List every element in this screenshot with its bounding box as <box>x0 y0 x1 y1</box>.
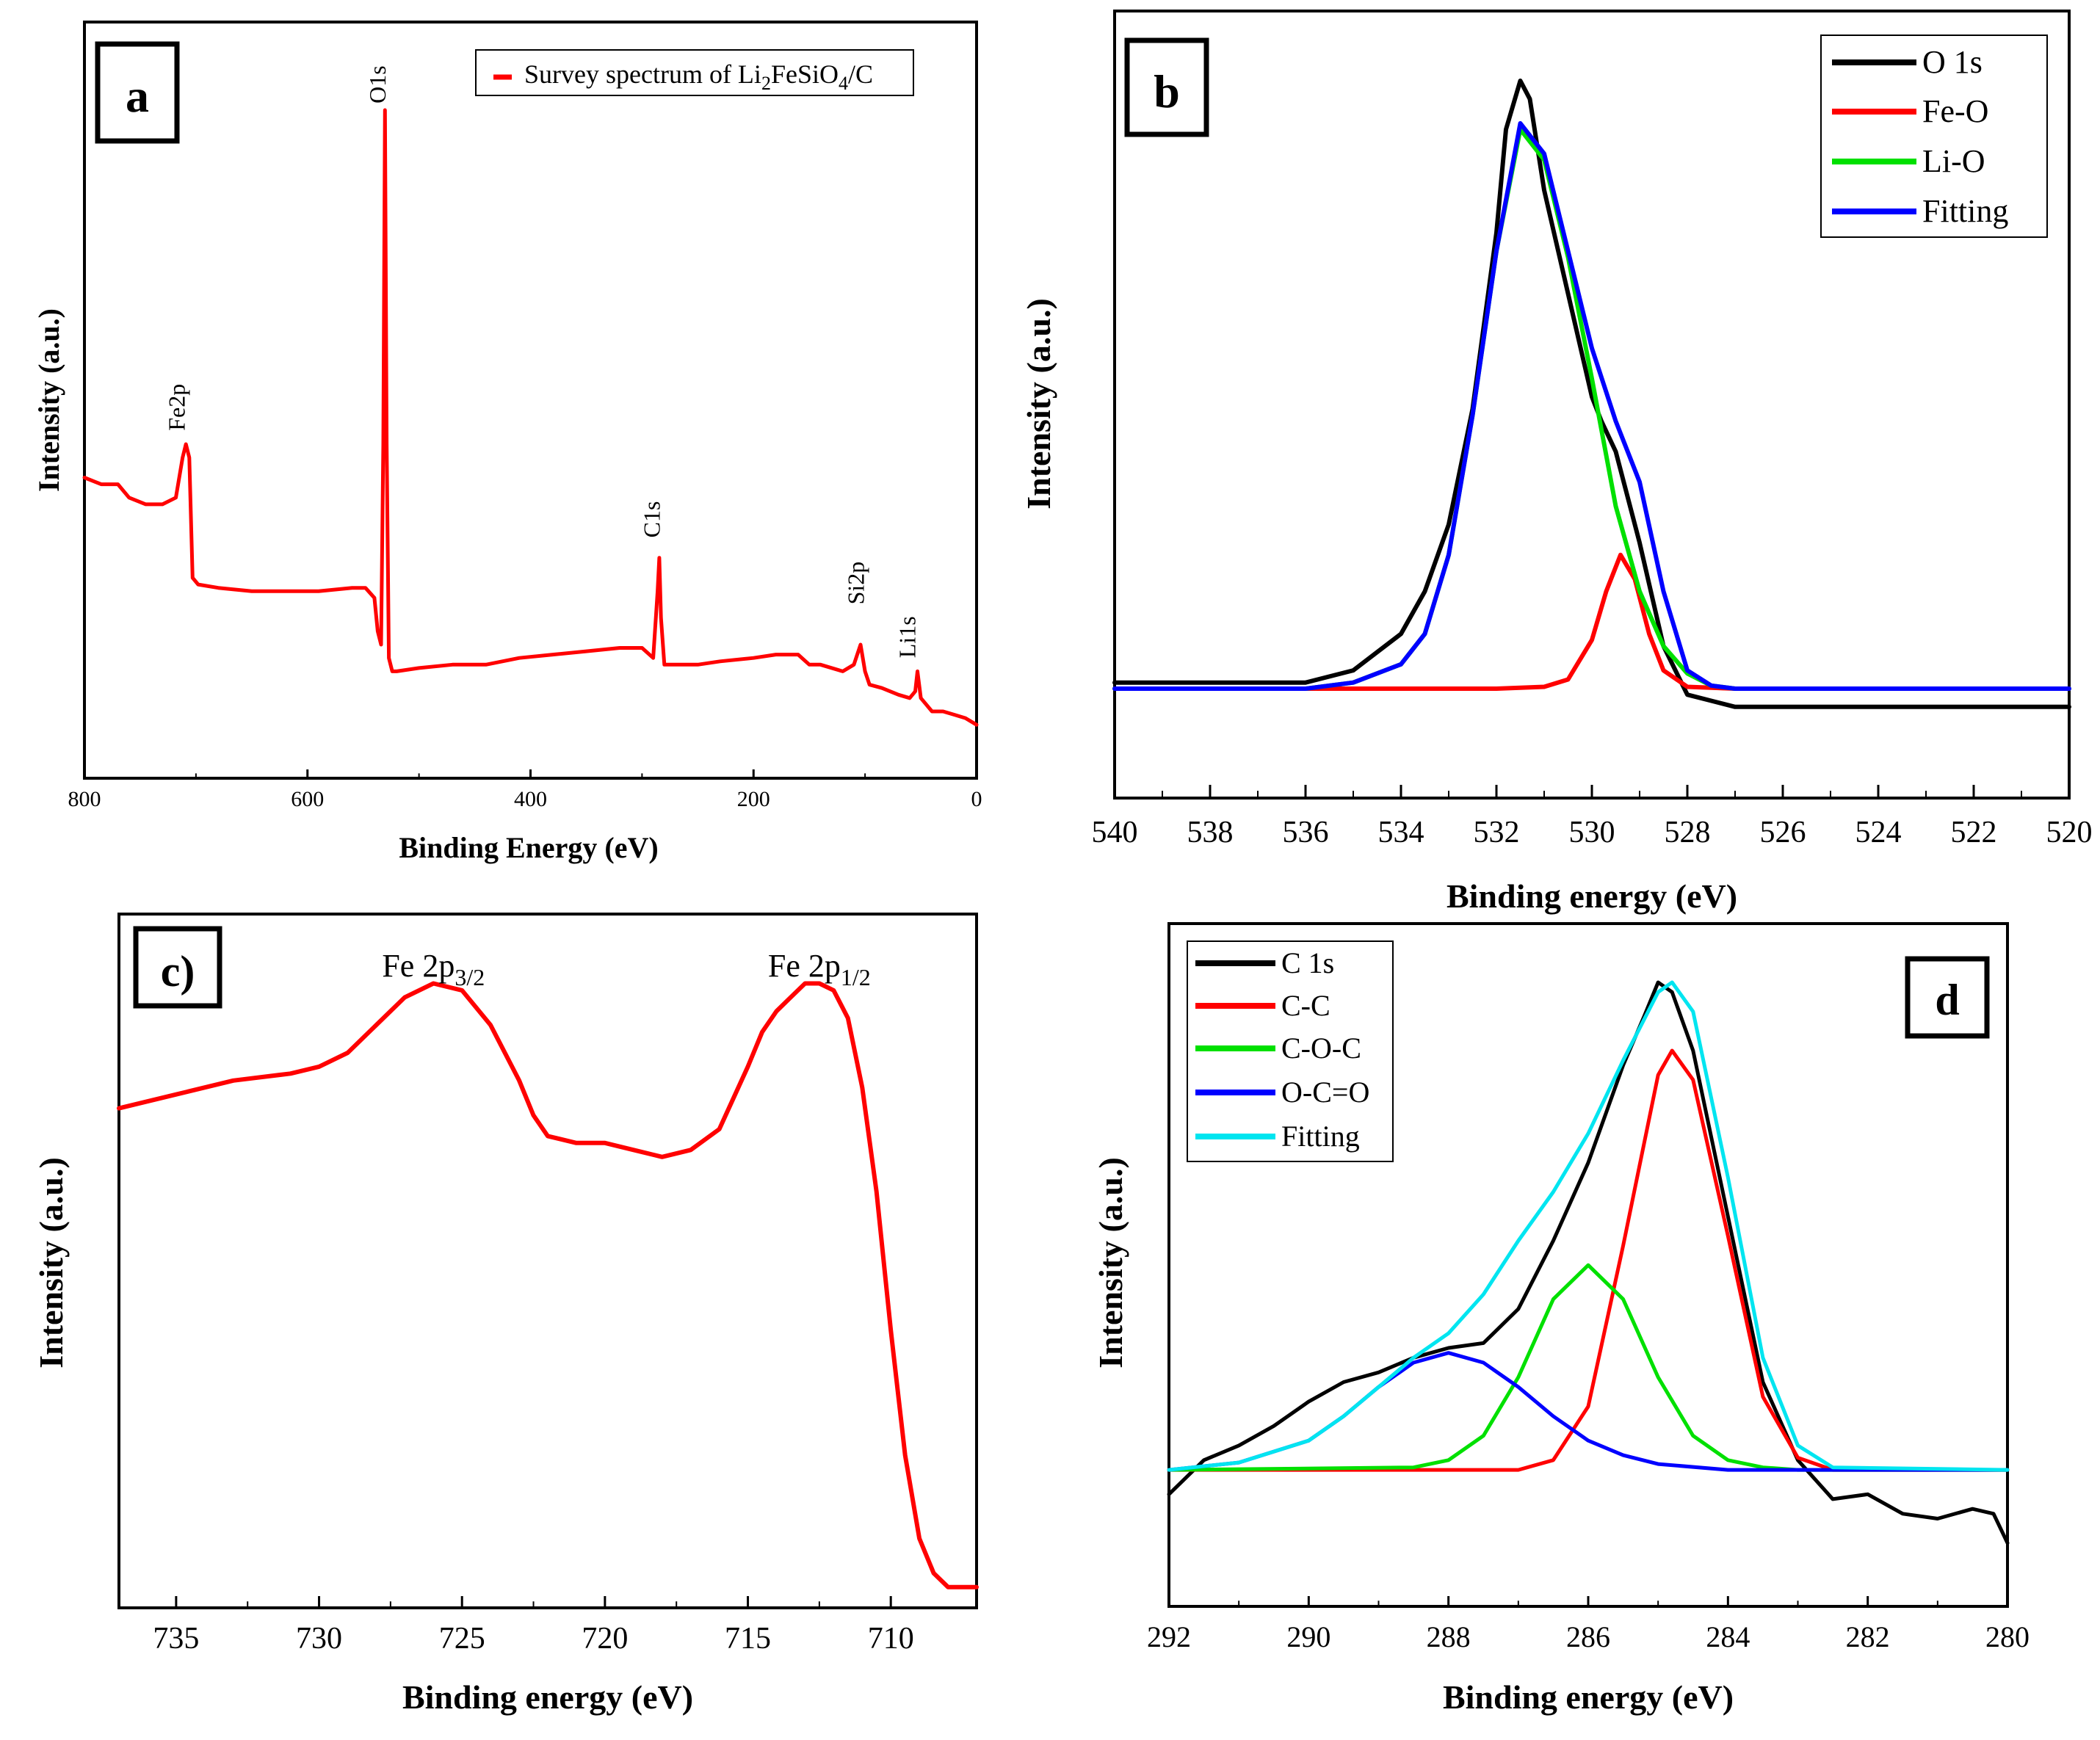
panel-b-y-axis-label: Intensity (a.u.) <box>1020 298 1057 510</box>
panel-d-label: d <box>1935 976 1959 1024</box>
panel-c-x-tick-label: 735 <box>153 1622 199 1656</box>
panel-b-legend-label-o1s: O 1s <box>1922 44 1983 80</box>
panel-a-x-tick-label: 600 <box>291 787 324 811</box>
panel-c-y-axis-label: Intensity (a.u.) <box>32 1157 70 1369</box>
panel-c-plot-frame <box>117 913 978 1609</box>
panel-a-curves <box>82 108 979 727</box>
panel-a-legend-entry: Survey spectrum of Li2FeSiO4/C <box>524 59 873 94</box>
panel-b-x-tick-label: 538 <box>1187 816 1234 849</box>
panel-b-x-tick-label: 528 <box>1665 816 1711 849</box>
panel-b-x-axis-label: Binding energy (eV) <box>1447 877 1737 915</box>
panel-d-legend-label-c-o-c: C-O-C <box>1281 1032 1361 1065</box>
panel-a-label: a <box>126 70 149 122</box>
panel-a-legend-box <box>475 49 914 96</box>
panel-d-legend: C 1s C-C C-O-C O-C=O Fitting <box>1187 940 1394 1162</box>
panel-c-x-tick-label: 710 <box>868 1622 914 1656</box>
panel-d-series-fitting-line <box>1167 980 2010 1472</box>
panel-d-label-box <box>1905 956 1990 1039</box>
panel-c-peak-label: Fe 2p3/2 <box>382 948 485 990</box>
panel-c-x-tick-label: 715 <box>725 1622 771 1656</box>
panel-d-x-tick-label: 290 <box>1286 1620 1330 1653</box>
panel-a-plot-frame <box>83 21 978 780</box>
panel-d: 292 290 288 286 284 282 280 d C 1s C-C C-O-C O… <box>1092 922 2030 1716</box>
panel-b-x-tick-label: 540 <box>1092 816 1138 849</box>
panel-b-x-tick-label: 534 <box>1378 816 1424 849</box>
panel-c-label: c) <box>161 947 195 996</box>
panel-a: 800 600 400 200 0 O1s Fe2p C1s Si2p Li1s a Surve… <box>32 21 982 864</box>
panel-b-x-tick-label: 530 <box>1569 816 1615 849</box>
panel-a-peak-labels: O1s Fe2p C1s Si2p Li1s <box>164 65 921 658</box>
panel-a-series-survey-spectrum-of-li2fesio4-c-line <box>82 108 979 727</box>
panel-a-label-box <box>95 41 180 144</box>
panel-b-x-tick-label: 524 <box>1855 816 1902 849</box>
panel-b-x-tick-label: 522 <box>1951 816 1997 849</box>
panel-d-y-axis-label: Intensity (a.u.) <box>1092 1157 1129 1369</box>
panel-b-legend: O 1s Fe-O Li-O Fitting <box>1820 35 2048 238</box>
panel-a-y-axis-label: Intensity (a.u.) <box>32 308 65 492</box>
panel-b-legend-label-li-o: Li-O <box>1922 143 1985 179</box>
panel-c-series-fe-2p-line <box>117 981 979 1589</box>
panel-b-x-tick-label: 536 <box>1283 816 1329 849</box>
panel-d-legend-label-fitting: Fitting <box>1281 1120 1360 1153</box>
panel-a-peak-label-fe2p: Fe2p <box>164 384 190 431</box>
panel-b-legend-label-fitting: Fitting <box>1922 193 2008 229</box>
panel-d-x-axis-label: Binding energy (eV) <box>1443 1678 1734 1716</box>
panel-d-x-tick-label: 282 <box>1846 1620 1890 1653</box>
panel-b-legend-label-fe-o: Fe-O <box>1922 93 1988 129</box>
panel-b-ticks: 540 538 536 534 532 530 528 526 524 522 520 <box>1092 785 2093 849</box>
panel-a-x-tick-label: 400 <box>514 787 547 811</box>
panel-c-label-box <box>133 926 222 1009</box>
panel-a-peak-label-c1s: C1s <box>639 501 665 538</box>
panel-a-x-axis-label: Binding Energy (eV) <box>399 831 658 864</box>
panel-c: 735 730 725 720 715 710 Fe 2p3/2 Fe 2p1/2 c) B… <box>32 913 979 1716</box>
panel-b-x-tick-label: 532 <box>1474 816 1520 849</box>
panel-d-legend-label-c-c: C-C <box>1281 989 1330 1022</box>
panel-a-x-tick-label: 200 <box>737 787 770 811</box>
panel-a-ticks: 800 600 400 200 0 <box>68 769 982 811</box>
panel-b-series-fitting-line <box>1112 121 2071 691</box>
panel-a-peak-label-o1s: O1s <box>364 65 391 104</box>
panel-a-peak-label-si2p: Si2p <box>843 562 869 605</box>
panel-b-label: b <box>1154 65 1180 117</box>
panel-d-legend-label-c1s: C 1s <box>1281 946 1334 979</box>
panel-a-x-tick-label: 800 <box>68 787 101 811</box>
panel-c-peak-label: Fe 2p1/2 <box>768 948 871 990</box>
panel-c-x-tick-label: 730 <box>296 1622 342 1656</box>
panel-c-peak-labels: Fe 2p3/2 Fe 2p1/2 <box>382 948 870 990</box>
panel-c-curves <box>117 981 979 1589</box>
panel-b-series-o-1s-line <box>1112 79 2071 709</box>
panel-c-x-tick-label: 725 <box>439 1622 485 1656</box>
panel-b-series-fe-o-line <box>1112 552 2071 691</box>
panel-c-x-tick-label: 720 <box>582 1622 628 1656</box>
panel-d-series-c-c-line <box>1167 1048 2010 1472</box>
panel-d-x-tick-label: 280 <box>1985 1620 2030 1653</box>
panel-b-legend-box <box>1820 35 2048 238</box>
panel-b-curves <box>1112 79 2071 709</box>
panel-a-peak-label-li1s: Li1s <box>894 616 920 658</box>
panel-d-curves <box>1167 980 2010 1545</box>
panel-c-x-axis-label: Binding energy (eV) <box>402 1678 693 1716</box>
panel-d-series-c-o-c-line <box>1167 1263 2010 1472</box>
panel-d-x-tick-label: 284 <box>1706 1620 1750 1653</box>
panel-d-x-tick-label: 286 <box>1566 1620 1610 1653</box>
panel-d-x-tick-label: 288 <box>1427 1620 1471 1653</box>
panel-b-label-box <box>1124 37 1209 137</box>
panel-b: 540 538 536 534 532 530 528 526 524 522 520 b O 1s… <box>1020 10 2093 915</box>
panel-d-x-tick-label: 292 <box>1147 1620 1191 1653</box>
panel-b-x-tick-label: 520 <box>2046 816 2093 849</box>
panel-d-ticks: 292 290 288 286 284 282 280 <box>1147 1596 2030 1653</box>
panel-a-x-tick-label: 0 <box>971 787 982 811</box>
panel-c-ticks: 735 730 725 720 715 710 <box>153 1596 914 1656</box>
panel-b-x-tick-label: 526 <box>1760 816 1806 849</box>
panel-a-legend: Survey spectrum of Li2FeSiO4/C <box>475 49 914 96</box>
panel-d-legend-label-o-c-o: O-C=O <box>1281 1076 1369 1109</box>
